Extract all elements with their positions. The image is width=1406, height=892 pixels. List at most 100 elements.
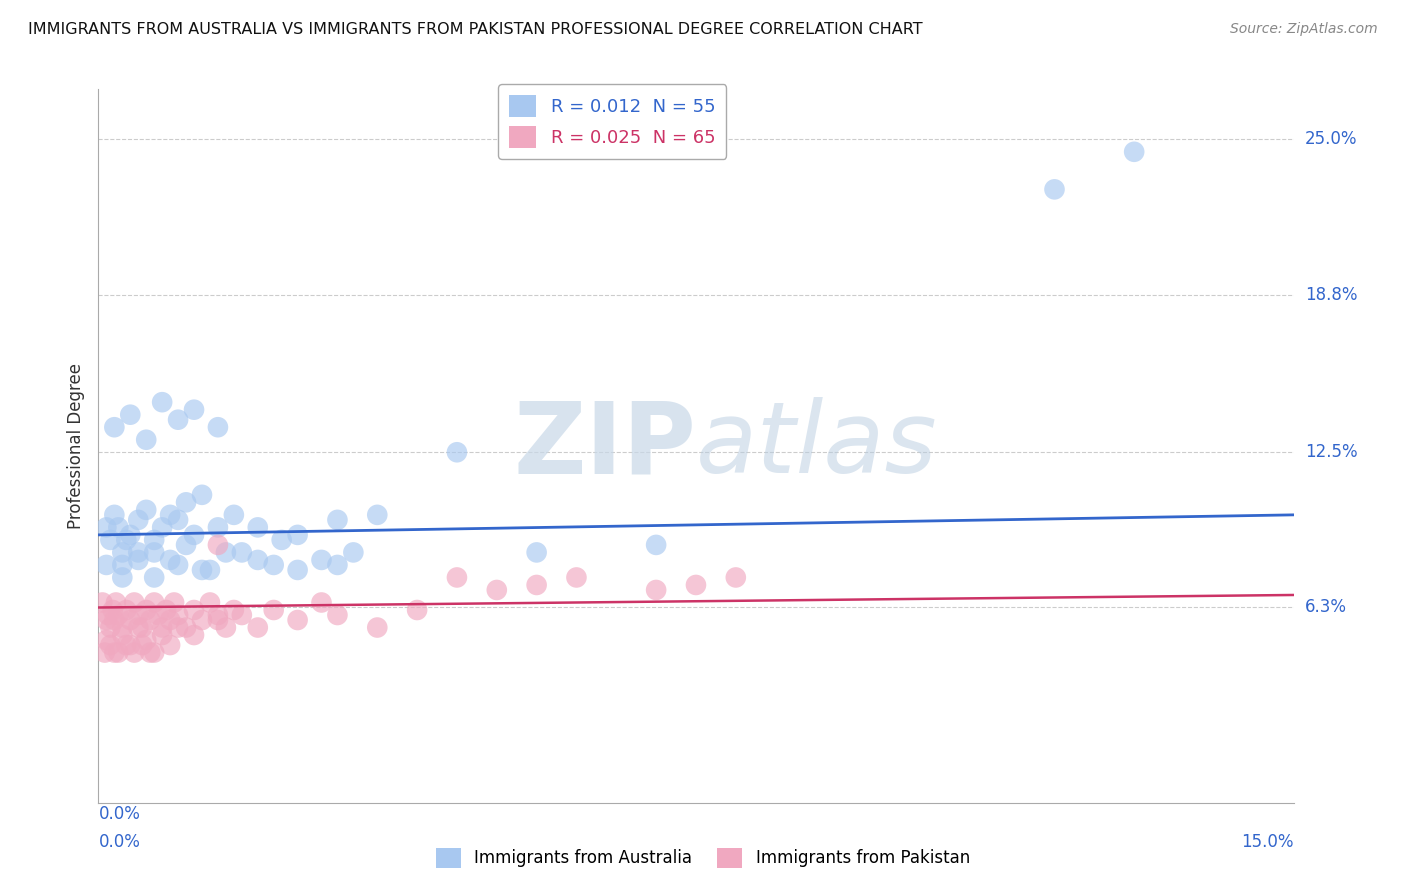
Point	[127, 607, 149, 622]
Text: atlas: atlas	[696, 398, 938, 494]
Point	[191, 488, 214, 502]
Point	[191, 563, 214, 577]
Point	[1123, 145, 1146, 159]
Point	[183, 402, 205, 417]
Point	[246, 621, 269, 635]
Point	[183, 603, 205, 617]
Point	[406, 603, 429, 617]
Point	[198, 563, 221, 577]
Point	[231, 607, 253, 622]
Point	[135, 503, 157, 517]
Point	[135, 603, 157, 617]
Point	[131, 638, 153, 652]
Point	[143, 570, 166, 584]
Y-axis label: Professional Degree: Professional Degree	[66, 363, 84, 529]
Point	[150, 520, 173, 534]
Point	[207, 420, 229, 434]
Point	[485, 582, 508, 597]
Point	[115, 638, 138, 652]
Point	[150, 395, 173, 409]
Point	[366, 621, 388, 635]
Point	[183, 528, 205, 542]
Point	[183, 628, 205, 642]
Point	[231, 545, 253, 559]
Point	[326, 607, 349, 622]
Point	[207, 538, 229, 552]
Point	[139, 613, 162, 627]
Point	[150, 628, 173, 642]
Text: 15.0%: 15.0%	[1241, 833, 1294, 851]
Point	[124, 595, 146, 609]
Point	[207, 520, 229, 534]
Point	[107, 607, 129, 622]
Point	[163, 595, 186, 609]
Point	[103, 508, 125, 522]
Point	[645, 582, 668, 597]
Point	[124, 646, 146, 660]
Point	[98, 621, 122, 635]
Point	[167, 607, 190, 622]
Point	[246, 520, 269, 534]
Point	[103, 613, 125, 627]
Point	[1043, 182, 1066, 196]
Legend: Immigrants from Australia, Immigrants from Pakistan: Immigrants from Australia, Immigrants fr…	[429, 841, 977, 875]
Point	[326, 558, 349, 572]
Point	[366, 508, 388, 522]
Point	[139, 646, 162, 660]
Point	[198, 595, 221, 609]
Point	[120, 638, 142, 652]
Text: 12.5%: 12.5%	[1305, 443, 1357, 461]
Point	[107, 646, 129, 660]
Point	[174, 621, 197, 635]
Point	[215, 545, 238, 559]
Point	[155, 603, 177, 617]
Point	[97, 607, 120, 622]
Point	[135, 633, 157, 648]
Point	[222, 508, 245, 522]
Text: 6.3%: 6.3%	[1305, 599, 1347, 616]
Point	[98, 638, 122, 652]
Point	[222, 603, 245, 617]
Point	[263, 603, 285, 617]
Point	[311, 553, 333, 567]
Point	[143, 646, 166, 660]
Point	[565, 570, 588, 584]
Text: ZIP: ZIP	[513, 398, 696, 494]
Point	[101, 603, 124, 617]
Point	[215, 621, 238, 635]
Point	[246, 553, 269, 567]
Point	[167, 558, 190, 572]
Point	[107, 520, 129, 534]
Point	[94, 646, 117, 660]
Point	[724, 570, 747, 584]
Point	[446, 445, 468, 459]
Point	[207, 613, 229, 627]
Point	[115, 533, 138, 547]
Point	[143, 533, 166, 547]
Point	[127, 553, 149, 567]
Legend: R = 0.012  N = 55, R = 0.025  N = 65: R = 0.012 N = 55, R = 0.025 N = 65	[498, 84, 727, 159]
Point	[143, 545, 166, 559]
Point	[96, 520, 118, 534]
Point	[111, 621, 134, 635]
Point	[191, 613, 214, 627]
Point	[131, 621, 153, 635]
Point	[111, 628, 134, 642]
Point	[207, 607, 229, 622]
Point	[127, 621, 149, 635]
Point	[174, 538, 197, 552]
Point	[96, 558, 118, 572]
Point	[143, 595, 166, 609]
Point	[526, 545, 548, 559]
Point	[96, 613, 118, 627]
Text: 0.0%: 0.0%	[98, 833, 141, 851]
Point	[270, 533, 292, 547]
Point	[103, 420, 125, 434]
Text: 18.8%: 18.8%	[1305, 285, 1357, 303]
Point	[150, 621, 173, 635]
Point	[127, 513, 149, 527]
Text: 25.0%: 25.0%	[1305, 130, 1357, 148]
Point	[148, 607, 170, 622]
Point	[159, 508, 181, 522]
Point	[326, 513, 349, 527]
